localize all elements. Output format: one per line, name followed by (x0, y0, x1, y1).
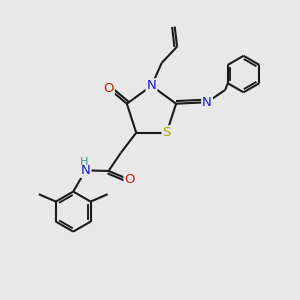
Text: O: O (103, 82, 114, 95)
Text: S: S (163, 126, 171, 139)
Text: O: O (124, 173, 135, 186)
Text: N: N (202, 96, 212, 109)
Text: N: N (147, 79, 156, 92)
Text: H: H (80, 157, 88, 167)
Text: N: N (81, 164, 91, 177)
